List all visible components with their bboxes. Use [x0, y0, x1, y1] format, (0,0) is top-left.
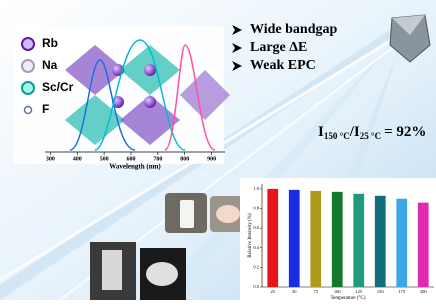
bar: [418, 203, 429, 287]
y-tick-label: 0.4: [253, 245, 259, 250]
y-axis-label: Relative Intensity (%): [248, 213, 253, 257]
x-tick-label: 500: [100, 156, 109, 162]
x-tick-label: 400: [73, 156, 82, 162]
x-axis-label: Wavelength (nm): [109, 163, 161, 171]
x-tick-label: 150: [377, 289, 385, 294]
x-tick-label: 800: [180, 156, 189, 162]
ratio-i: /I: [349, 124, 360, 140]
legend-marker: [22, 82, 34, 94]
y-tick-label: 0.8: [253, 206, 259, 211]
x-tick-label: 175: [398, 289, 406, 294]
bar: [267, 189, 278, 287]
y-tick-label: 1.0: [253, 186, 259, 191]
bar: [375, 196, 386, 287]
x-tick-label: 700: [153, 156, 162, 162]
x-tick-label: 75: [314, 289, 319, 294]
y-tick-label: 0.6: [253, 225, 259, 230]
bar: [332, 192, 343, 287]
y-tick-label: 0.2: [253, 264, 259, 269]
x-tick-label: 900: [207, 156, 216, 162]
ratio-result: = 92%: [384, 124, 426, 140]
x-tick-label: 200: [420, 289, 428, 294]
legend-label: F: [42, 102, 49, 116]
bullet-text: Wide bandgap: [250, 22, 337, 37]
bar: [289, 190, 300, 287]
x-tick-label: 300: [46, 156, 55, 162]
y-tick-label: 0.0: [253, 284, 259, 289]
x-tick-label: 25: [271, 289, 276, 294]
legend-marker: [25, 107, 32, 114]
bar: [310, 191, 321, 287]
legend-label: Rb: [42, 36, 58, 50]
bar: [353, 194, 364, 287]
bullet-text: Weak EPC: [250, 58, 316, 73]
legend-label: Sc/Cr: [42, 80, 74, 94]
bullet-text: Large ΔE: [250, 40, 307, 55]
x-tick-label: 125: [355, 289, 363, 294]
x-axis-label: Temperature (°C): [330, 296, 365, 300]
x-tick-label: 600: [126, 156, 135, 162]
graphical-abstract: RbNaSc/CrF Wide bandgapLarge ΔEWeak EPC …: [0, 0, 436, 300]
legend-label: Na: [42, 58, 58, 72]
x-tick-label: 100: [334, 289, 342, 294]
legend-marker: [22, 60, 34, 72]
legend-marker: [22, 38, 34, 50]
bar-chart: 0.0 0.2 0.4 0.6 0.8 1.0 Relative Intensity (%)…: [248, 184, 434, 300]
x-tick-label: 50: [292, 289, 297, 294]
ratio-sub: 150 °C: [324, 131, 350, 141]
ratio-sub: 25 °C: [360, 131, 381, 141]
bar: [396, 199, 407, 287]
